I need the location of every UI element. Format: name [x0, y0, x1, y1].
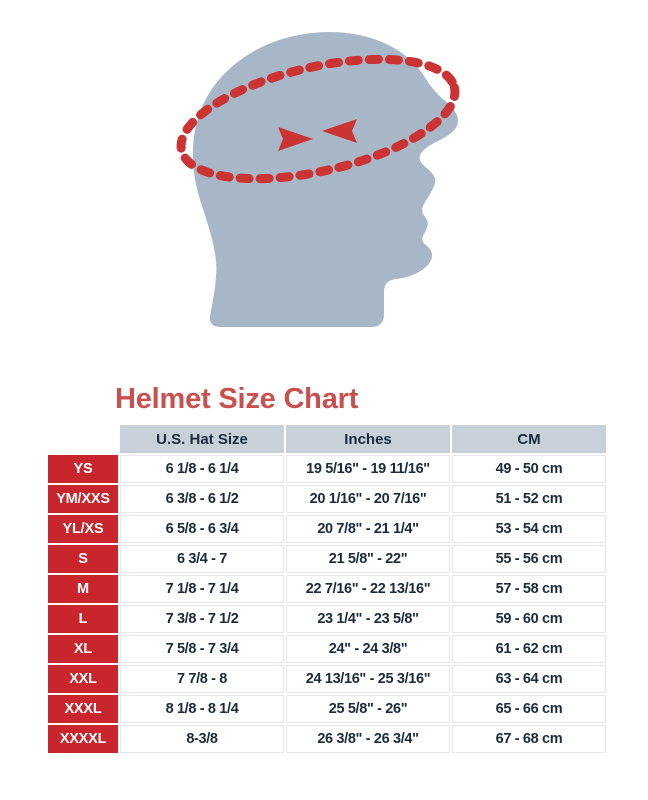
cell-inches: 20 1/16" - 20 7/16" [286, 485, 450, 513]
arrow-left-icon [322, 119, 357, 143]
cell-cm: 61 - 62 cm [452, 635, 606, 663]
column-header-inches: Inches [286, 425, 450, 453]
cell-us-hat-size: 8 1/8 - 8 1/4 [120, 695, 284, 723]
cell-us-hat-size: 7 1/8 - 7 1/4 [120, 575, 284, 603]
cell-inches: 22 7/16" - 22 13/16" [286, 575, 450, 603]
cell-cm: 49 - 50 cm [452, 455, 606, 483]
cell-inches: 23 1/4" - 23 5/8" [286, 605, 450, 633]
table-body: YS 6 1/8 - 6 1/4 19 5/16" - 19 11/16" 49 - … [48, 455, 606, 753]
cell-us-hat-size: 6 3/8 - 6 1/2 [120, 485, 284, 513]
column-header-us-hat-size: U.S. Hat Size [120, 425, 284, 453]
cell-inches: 26 3/8" - 26 3/4" [286, 725, 450, 753]
table-row: XL 7 5/8 - 7 3/4 24" - 24 3/8" 61 - 62 cm [48, 635, 606, 663]
cell-inches: 19 5/16" - 19 11/16" [286, 455, 450, 483]
head-silhouette-shape [192, 32, 459, 327]
cell-us-hat-size: 7 7/8 - 8 [120, 665, 284, 693]
cell-us-hat-size: 6 1/8 - 6 1/4 [120, 455, 284, 483]
size-label-xxxl: XXXL [48, 695, 118, 723]
cell-cm: 65 - 66 cm [452, 695, 606, 723]
size-label-yl-xs: YL/XS [48, 515, 118, 543]
cell-cm: 63 - 64 cm [452, 665, 606, 693]
cell-us-hat-size: 7 3/8 - 7 1/2 [120, 605, 284, 633]
cell-cm: 55 - 56 cm [452, 545, 606, 573]
table-row: XXL 7 7/8 - 8 24 13/16" - 25 3/16" 63 - 64 … [48, 665, 606, 693]
table-header-row: U.S. Hat Size Inches CM [48, 425, 606, 453]
head-measurement-illustration [0, 0, 648, 372]
size-label-xxl: XXL [48, 665, 118, 693]
cell-cm: 51 - 52 cm [452, 485, 606, 513]
cell-inches: 21 5/8" - 22" [286, 545, 450, 573]
table-row: XXXL 8 1/8 - 8 1/4 25 5/8" - 26" 65 - 66 cm [48, 695, 606, 723]
cell-inches: 24" - 24 3/8" [286, 635, 450, 663]
size-label-xl: XL [48, 635, 118, 663]
cell-us-hat-size: 8-3/8 [120, 725, 284, 753]
cell-us-hat-size: 6 5/8 - 6 3/4 [120, 515, 284, 543]
cell-cm: 57 - 58 cm [452, 575, 606, 603]
cell-cm: 53 - 54 cm [452, 515, 606, 543]
page-title: Helmet Size Chart [115, 383, 359, 415]
cell-us-hat-size: 7 5/8 - 7 3/4 [120, 635, 284, 663]
cell-cm: 59 - 60 cm [452, 605, 606, 633]
size-label-l: L [48, 605, 118, 633]
helmet-size-table: U.S. Hat Size Inches CM YS 6 1/8 - 6 1/4 1… [46, 423, 608, 755]
table-row: YM/XXS 6 3/8 - 6 1/2 20 1/16" - 20 7/16" 51… [48, 485, 606, 513]
arrow-right-icon [278, 127, 313, 151]
table-header: U.S. Hat Size Inches CM [48, 425, 606, 453]
size-label-ys: YS [48, 455, 118, 483]
table-row: YL/XS 6 5/8 - 6 3/4 20 7/8" - 21 1/4" 53 - … [48, 515, 606, 543]
head-diagram-svg [176, 32, 460, 327]
table-row: YS 6 1/8 - 6 1/4 19 5/16" - 19 11/16" 49 - … [48, 455, 606, 483]
cell-inches: 25 5/8" - 26" [286, 695, 450, 723]
measuring-tape-dashed-ellipse [176, 54, 460, 184]
cell-inches: 24 13/16" - 25 3/16" [286, 665, 450, 693]
cell-us-hat-size: 6 3/4 - 7 [120, 545, 284, 573]
size-label-s: S [48, 545, 118, 573]
cell-inches: 20 7/8" - 21 1/4" [286, 515, 450, 543]
size-label-ym-xxs: YM/XXS [48, 485, 118, 513]
table-header-corner [48, 425, 118, 453]
size-label-m: M [48, 575, 118, 603]
cell-cm: 67 - 68 cm [452, 725, 606, 753]
size-label-xxxxl: XXXXL [48, 725, 118, 753]
table-row: XXXXL 8-3/8 26 3/8" - 26 3/4" 67 - 68 cm [48, 725, 606, 753]
column-header-cm: CM [452, 425, 606, 453]
